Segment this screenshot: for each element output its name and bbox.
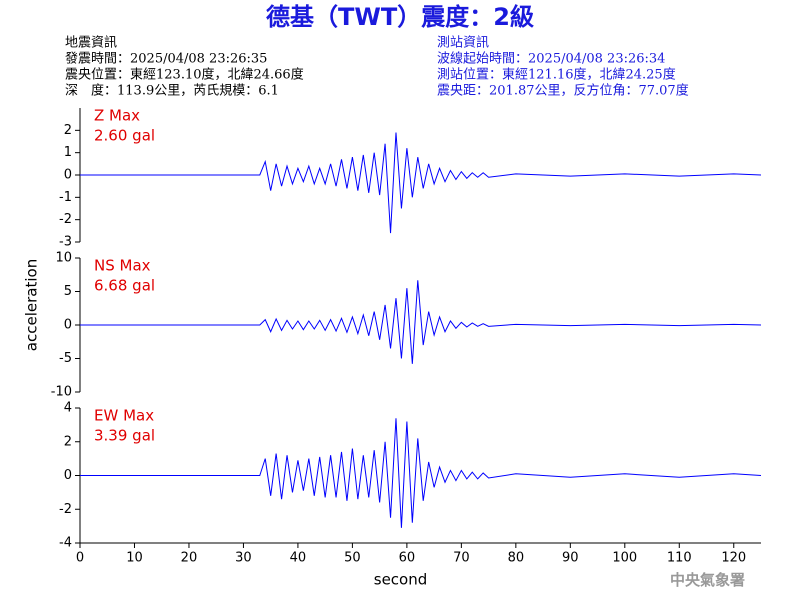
left-info: 地震資訊 發震時間：2025/04/08 23:26:35 震央位置：東經123…: [65, 36, 304, 99]
info-line: 發震時間：2025/04/08 23:26:35: [65, 52, 267, 67]
y-tick-label: 2: [64, 123, 72, 138]
footer-credit: 中央氣象署: [670, 571, 745, 589]
x-tick-label: 80: [508, 551, 525, 566]
y-tick-label: 1: [64, 145, 72, 160]
annotation: EW Max: [94, 407, 154, 425]
info-line: 測站資訊: [437, 36, 489, 51]
y-tick-label: 4: [64, 401, 72, 416]
x-tick-label: 20: [181, 551, 198, 566]
y-tick-label: 2: [64, 434, 72, 449]
waveform: [80, 418, 762, 528]
x-tick-label: 40: [290, 551, 307, 566]
info-line: 地震資訊: [65, 36, 117, 51]
chart-title: 德基（TWT）震度：2級: [266, 3, 534, 31]
x-tick-label: 120: [721, 551, 746, 566]
waveform: [80, 280, 762, 364]
info-line: 波線起始時間：2025/04/08 23:26:34: [437, 51, 665, 67]
y-tick-label: 5: [64, 284, 72, 299]
y-tick-label: -10: [51, 385, 72, 400]
annotation: 3.39 gal: [94, 427, 155, 445]
x-tick-label: 110: [667, 551, 692, 566]
x-tick-label: 70: [453, 551, 470, 566]
x-tick-label: 90: [562, 551, 579, 566]
y-tick-label: -3: [59, 235, 72, 250]
waveform: [80, 132, 762, 234]
info-line: 測站位置：東經121.16度，北緯24.25度: [437, 67, 676, 83]
x-axis-label: second: [374, 571, 428, 589]
y-axis-label: acceleration: [23, 259, 41, 351]
y-tick-label: -4: [59, 536, 72, 551]
y-tick-label: -5: [59, 351, 72, 366]
y-tick-label: 0: [64, 468, 72, 483]
annotation: 2.60 gal: [94, 127, 155, 145]
x-tick-label: 50: [344, 551, 361, 566]
x-tick-label: 60: [399, 551, 416, 566]
annotation: 6.68 gal: [94, 277, 155, 295]
info-line: 深 度：113.9公里，芮氏規模：6.1: [65, 83, 279, 99]
y-tick-label: -1: [59, 190, 72, 205]
x-tick-label: 100: [612, 551, 637, 566]
y-tick-label: 0: [64, 168, 72, 183]
info-line: 震央距：201.87公里，反方位角：77.07度: [437, 83, 689, 99]
annotation: NS Max: [94, 257, 151, 275]
x-tick-label: 0: [76, 551, 84, 566]
right-info: 測站資訊 波線起始時間：2025/04/08 23:26:34 測站位置：東經1…: [437, 36, 689, 99]
annotation: Z Max: [94, 107, 140, 125]
y-tick-label: 0: [64, 318, 72, 333]
y-tick-label: 10: [55, 251, 72, 266]
x-tick-label: 30: [235, 551, 252, 566]
y-tick-label: -2: [59, 502, 72, 517]
info-line: 震央位置：東經123.10度，北緯24.66度: [65, 67, 304, 83]
x-tick-label: 10: [126, 551, 143, 566]
y-tick-label: -2: [59, 212, 72, 227]
